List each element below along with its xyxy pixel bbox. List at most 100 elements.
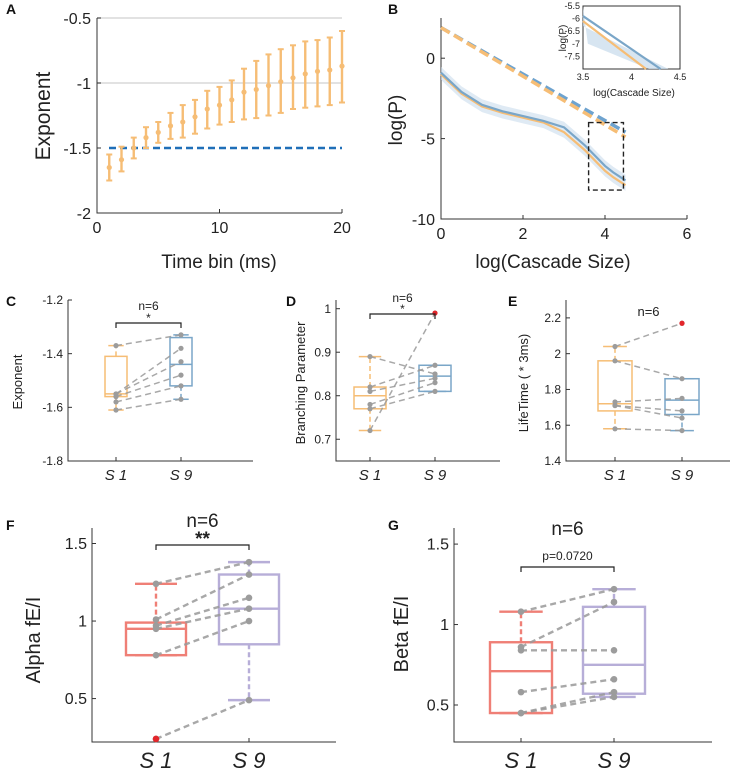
data-point <box>143 135 149 141</box>
y-tick-label: -5 <box>421 132 435 149</box>
y-tick-label: 0.5 <box>65 691 87 708</box>
paired-line <box>369 377 436 393</box>
paired-line <box>614 360 683 380</box>
paired-point <box>245 571 253 578</box>
paired-point <box>367 406 373 412</box>
x-tick-label: 0 <box>93 220 102 237</box>
panel-e: E 1.4 1.6 1.8 2 2.2 S 1 S 9 LifeTime ( * 3ms) n=6 <box>508 293 730 484</box>
paired-point <box>517 709 525 717</box>
power-law-fit-line <box>440 26 627 139</box>
y-axis-label: LifeTime ( * 3ms) <box>516 334 531 432</box>
paired-line <box>115 374 182 398</box>
paired-point <box>367 401 373 408</box>
panel-letter: A <box>6 1 16 17</box>
paired-point <box>367 353 373 360</box>
paired-point <box>367 427 373 434</box>
confidence-band <box>441 67 626 191</box>
paired-point <box>610 646 618 654</box>
panel-b: B 0 2 4 6 0 -5 -10 log(Cascade Size) log(P) 3.5 4 4.… <box>386 1 692 273</box>
y-tick-label: 1.5 <box>427 537 449 554</box>
outlier-point <box>679 320 685 326</box>
paired-line <box>369 390 436 410</box>
y-tick-label: 0 <box>426 51 435 68</box>
paired-line <box>369 355 436 375</box>
inset-y-tick-label: -7.5 <box>564 51 580 61</box>
data-point <box>106 164 112 171</box>
y-tick-label: 0.5 <box>427 698 449 715</box>
paired-line <box>115 347 182 395</box>
paired-point <box>152 580 160 588</box>
x-tick-label: S 9 <box>671 467 694 484</box>
data-point <box>327 67 333 73</box>
paired-point <box>612 343 618 350</box>
inset-x-label: log(Cascade Size) <box>593 88 675 99</box>
outlier-point <box>152 735 160 743</box>
y-axis-label: Exponent <box>10 354 25 409</box>
y-tick-label: 1.8 <box>544 383 561 397</box>
paired-point <box>432 375 438 381</box>
paired-point <box>178 396 184 402</box>
paired-line <box>115 334 182 347</box>
paired-point <box>178 332 184 338</box>
data-point <box>241 89 247 95</box>
significance-label: ** <box>195 529 210 550</box>
paired-point <box>517 646 525 654</box>
data-point <box>265 83 272 89</box>
sample-size-label: n=6 <box>637 304 659 319</box>
significance-bracket <box>520 566 615 572</box>
y-tick-label: 0.7 <box>314 432 331 446</box>
paired-point <box>679 408 685 414</box>
data-point <box>302 71 308 77</box>
paired-point <box>367 384 373 390</box>
x-tick-label: 4 <box>601 226 610 243</box>
paired-point <box>517 608 525 615</box>
paired-line <box>155 619 250 657</box>
data-point <box>314 68 321 74</box>
paired-point <box>113 343 119 349</box>
paired-point <box>245 605 253 612</box>
sample-size-label: n=6 <box>186 511 218 532</box>
paired-line <box>520 587 615 613</box>
paired-point <box>178 345 184 351</box>
inset-x-tick-label: 4 <box>629 72 634 82</box>
y-tick-label: -1.8 <box>42 454 63 468</box>
paired-line <box>614 428 683 432</box>
paired-point <box>432 371 438 377</box>
data-point <box>290 75 296 81</box>
y-tick-label: 1.5 <box>65 536 87 553</box>
significance-label: * <box>400 302 405 316</box>
paired-line <box>155 596 250 627</box>
x-tick-label: 2 <box>519 226 528 243</box>
paired-line <box>369 312 436 431</box>
paired-line <box>155 560 250 585</box>
y-tick-label: -1 <box>77 76 91 93</box>
y-tick-label: 1 <box>440 617 449 634</box>
axes <box>67 300 253 462</box>
paired-point <box>610 693 618 701</box>
paired-point <box>245 558 253 566</box>
distribution-line <box>440 71 627 182</box>
paired-point <box>432 362 438 368</box>
data-point <box>118 157 125 163</box>
paired-point <box>679 415 685 421</box>
paired-point <box>612 399 618 405</box>
paired-point <box>178 359 184 365</box>
inset-band <box>583 7 669 69</box>
axes <box>335 300 500 462</box>
significance-bracket <box>369 313 436 319</box>
panel-letter: C <box>6 293 16 309</box>
panel-letter: D <box>286 293 296 309</box>
paired-line <box>369 364 436 388</box>
data-point <box>278 79 284 85</box>
inset-line <box>582 20 647 70</box>
paired-line <box>155 607 250 630</box>
panel-letter: B <box>388 1 398 17</box>
x-tick-label: S 1 <box>359 467 382 484</box>
y-tick-label: 1.6 <box>544 418 561 432</box>
axes <box>565 300 730 462</box>
inset-y-tick-label: -7 <box>572 39 580 49</box>
x-tick-label: S 1 <box>105 467 128 484</box>
y-tick-label: 1 <box>78 614 87 631</box>
paired-point <box>679 376 685 382</box>
x-tick-label: S 9 <box>597 748 630 773</box>
